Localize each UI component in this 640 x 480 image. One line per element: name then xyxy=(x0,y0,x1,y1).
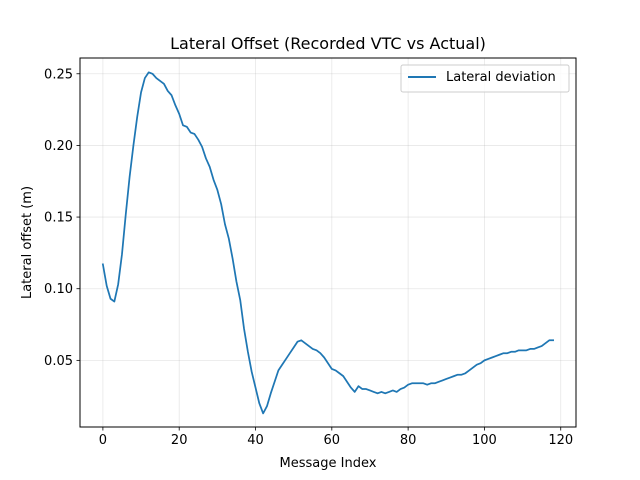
y-tick-label: 0.25 xyxy=(44,67,73,82)
x-tick-label: 0 xyxy=(99,433,107,448)
grid-lines xyxy=(80,58,576,427)
x-axis-label: Message Index xyxy=(280,456,377,471)
x-tick-label: 20 xyxy=(171,433,188,448)
plot-area xyxy=(80,58,576,427)
x-axis-ticks: 0 20 40 60 80 100 120 xyxy=(99,427,573,448)
x-tick-label: 120 xyxy=(548,433,573,448)
y-axis-ticks: 0.05 0.10 0.15 0.20 0.25 xyxy=(44,67,80,369)
y-tick-label: 0.20 xyxy=(44,139,73,154)
x-tick-label: 60 xyxy=(324,433,341,448)
legend-box xyxy=(400,64,570,93)
x-tick-label: 100 xyxy=(472,433,497,448)
plot-frame xyxy=(79,57,577,428)
y-tick-label: 0.05 xyxy=(44,354,73,369)
series-layer xyxy=(101,71,554,415)
y-tick-label: 0.10 xyxy=(44,282,73,297)
legend-label-lateral-deviation: Lateral deviation xyxy=(446,70,556,85)
series-line-lateral-deviation xyxy=(101,71,554,415)
y-tick-label: 0.15 xyxy=(44,211,73,226)
x-tick-label: 80 xyxy=(400,433,417,448)
x-tick-label: 40 xyxy=(247,433,264,448)
y-axis-label: Lateral offset (m) xyxy=(20,186,35,299)
legend: Lateral deviation xyxy=(400,64,570,93)
chart-title: Lateral Offset (Recorded VTC vs Actual) xyxy=(170,34,486,53)
